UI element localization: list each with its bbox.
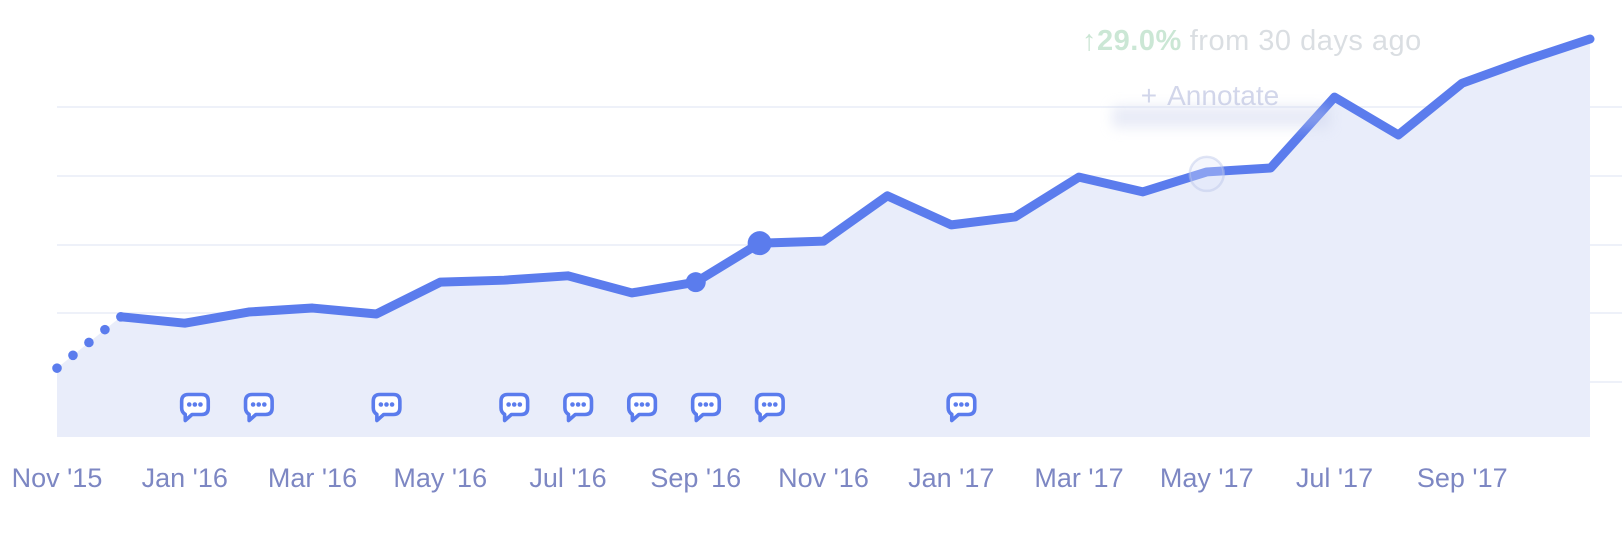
change-indicator: ↑29.0% from 30 days ago — [1082, 24, 1421, 58]
x-axis-tick-label: Jul '17 — [1296, 463, 1373, 493]
x-axis-tick-label: Sep '16 — [650, 463, 741, 493]
x-axis-tick-label: Jan '16 — [142, 463, 228, 493]
x-axis-tick-label: Nov '16 — [778, 463, 869, 493]
area-fill — [57, 39, 1590, 437]
annotation-bubble-icon[interactable] — [243, 392, 274, 423]
annotate-button[interactable]: + Annotate — [1141, 80, 1279, 112]
annotation-bubble-icon[interactable] — [179, 392, 211, 423]
trend-line — [116, 34, 1595, 328]
dotted-segment-dot — [68, 350, 78, 361]
x-axis-tick-label: Nov '15 — [12, 463, 103, 493]
highlighted-point[interactable] — [747, 231, 772, 256]
annotation-bubble-icon[interactable] — [499, 392, 530, 423]
x-axis-tick-label: Mar '17 — [1034, 463, 1123, 493]
annotation-bubble-icon[interactable] — [626, 392, 658, 423]
x-axis-tick-label: Jan '17 — [908, 463, 994, 493]
up-arrow-icon: ↑ — [1082, 25, 1097, 57]
dotted-segment-dot — [84, 337, 94, 348]
annotation-bubble-icon[interactable] — [690, 392, 722, 423]
annotate-label: Annotate — [1167, 80, 1280, 111]
x-axis-tick-label: May '17 — [1160, 463, 1254, 493]
annotation-bubble-icon[interactable] — [946, 392, 977, 423]
annotation-ghost-smudge — [1112, 106, 1330, 128]
highlighted-point[interactable] — [685, 272, 706, 293]
x-axis-tick-label: Sep '17 — [1417, 463, 1508, 493]
dotted-segment-dot — [116, 312, 126, 322]
x-axis-tick-label: Jul '16 — [529, 463, 606, 493]
annotation-bubble-icon[interactable] — [754, 392, 785, 423]
dotted-segment-dot — [52, 363, 62, 373]
change-suffix: from 30 days ago — [1189, 25, 1422, 57]
dotted-segment-dot — [100, 324, 110, 335]
annotation-bubble-icon[interactable] — [563, 392, 594, 423]
x-axis-tick-label: Mar '16 — [268, 463, 357, 493]
hover-ring — [1188, 155, 1225, 193]
plus-icon: + — [1140, 80, 1158, 111]
change-value: 29.0% — [1097, 25, 1182, 57]
annotation-bubble-icon[interactable] — [371, 392, 402, 423]
x-axis-tick-label: May '16 — [393, 463, 487, 493]
